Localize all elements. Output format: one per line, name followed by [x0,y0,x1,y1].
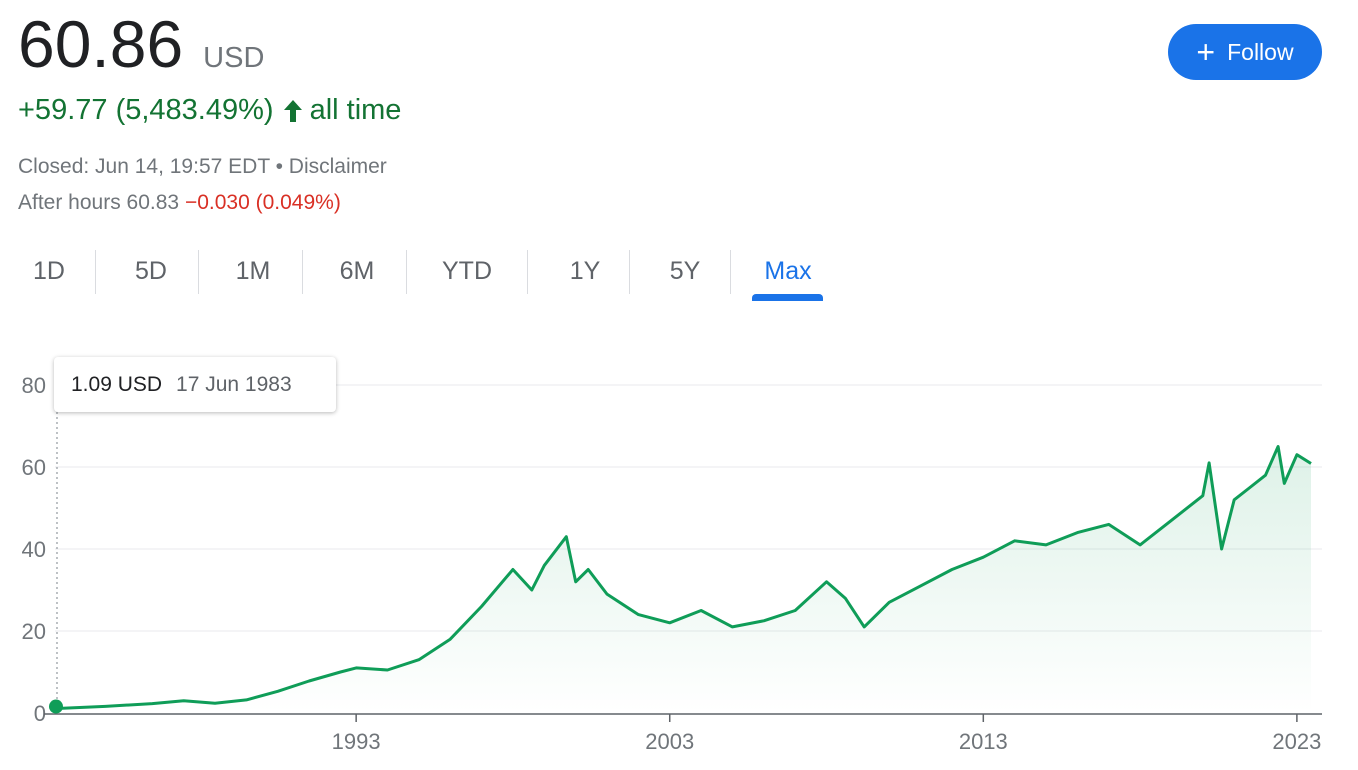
tab-5y[interactable]: 5Y [652,248,718,294]
tab-label: YTD [442,256,492,285]
x-tick-label: 1993 [332,729,381,754]
y-tick-label: 20 [22,619,46,644]
follow-button-label: Follow [1227,38,1294,65]
active-tab-indicator [752,294,823,301]
change-value: +59.77 (5,483.49%) [18,94,274,126]
tab-1y[interactable]: 1Y [552,248,618,294]
arrow-up-icon [283,99,302,122]
tab-label: 5D [135,256,167,285]
tab-divider [406,250,407,294]
after-hours-change: −0.030 (0.049%) [184,191,341,214]
tab-label: 6M [339,256,375,285]
tab-label: 5Y [669,256,701,285]
y-tick-label: 0 [34,701,46,726]
period-label: all time [309,94,402,126]
tab-divider [198,250,199,294]
closed-info: Closed: Jun 14, 19:57 EDT • Disclaimer [18,155,387,178]
tab-6m[interactable]: 6M [324,248,390,294]
tab-divider [95,250,96,294]
tab-1d[interactable]: 1D [18,248,80,294]
tab-1m[interactable]: 1M [220,248,286,294]
tooltip-value: 1.09 USD [71,372,163,396]
hover-point-marker [49,699,63,714]
price-area [57,446,1311,713]
tab-label: Max [764,256,812,285]
tab-divider [302,250,303,294]
tab-label: 1Y [569,256,601,285]
follow-button[interactable]: + Follow [1168,24,1322,80]
price-line [56,445,1312,710]
tab-divider [527,250,528,294]
price-change: +59.77 (5,483.49%) all time [18,94,401,127]
tab-max[interactable]: Max [752,248,824,294]
current-price: 60.86 [18,7,184,81]
tab-divider [629,250,630,294]
x-tick-label: 2023 [1272,729,1321,754]
currency-label: USD [203,42,265,74]
y-tick-label: 40 [22,537,46,562]
price-header: 60.86 USD [18,6,264,82]
x-tick-label: 2003 [645,729,694,754]
y-tick-label: 60 [22,455,46,480]
tab-5d[interactable]: 5D [118,248,184,294]
hover-tooltip: 1.09 USD 17 Jun 1983 [54,357,336,412]
tooltip-date: 17 Jun 1983 [176,372,292,396]
y-tick-label: 80 [22,373,46,398]
tab-divider [730,250,731,294]
x-tick-label: 2013 [959,729,1008,754]
after-hours-label: After hours 60.83 [18,191,180,214]
time-range-tabs: 1D 5D 1M 6M YTD 1Y 5Y Max [0,248,840,304]
tab-ytd[interactable]: YTD [428,248,506,294]
tab-label: 1D [33,256,65,285]
tab-label: 1M [235,256,271,285]
after-hours-info: After hours 60.83 −0.030 (0.049%) [18,191,341,215]
plus-icon: + [1196,34,1216,70]
